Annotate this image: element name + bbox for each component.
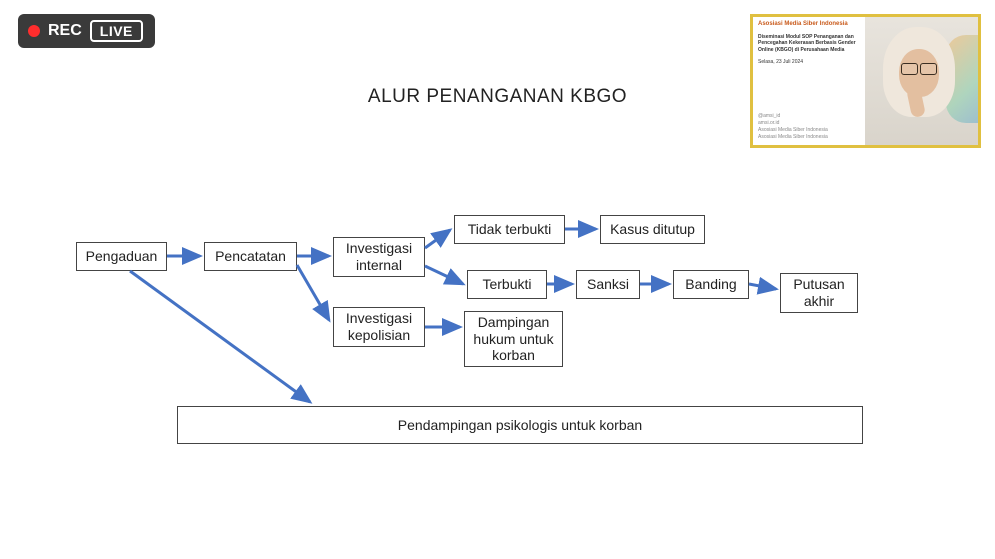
recording-indicator: REC LIVE [18,14,155,48]
glasses-icon [901,63,937,73]
poster-socials: @amsi_id amsi.or.id Asosiasi Media Siber… [758,113,828,141]
rec-label: REC [48,22,82,40]
node-sanksi: Sanksi [576,270,640,299]
node-terbukti: Terbukti [467,270,547,299]
node-pencatatan: Pencatatan [204,242,297,271]
node-pendampingan-psikologis: Pendampingan psikologis untuk korban [177,406,863,444]
arrow-n2-n4 [297,265,329,320]
social-line: Asosiasi Media Siber Indonesia [758,127,828,134]
live-label: LIVE [90,20,143,42]
node-putusan-akhir: Putusan akhir [780,273,858,313]
arrow-n3-n5 [425,230,450,248]
social-line: @amsi_id [758,113,828,120]
arrow-n3-n7 [425,266,463,284]
node-dampingan-hukum: Dampingan hukum untuk korban [464,311,563,367]
node-pengaduan: Pengaduan [76,242,167,271]
node-investigasi-kepolisian: Investigasi kepolisian [333,307,425,347]
webcam-thumbnail[interactable]: Asosiasi Media Siber Indonesia Diseminas… [750,14,981,148]
webcam-presenter [865,17,978,145]
poster-date: Selasa, 23 Juli 2024 [758,59,860,66]
social-line: Asosiasi Media Siber Indonesia [758,134,828,141]
record-dot-icon [28,25,40,37]
node-tidak-terbukti: Tidak terbukti [454,215,565,244]
node-banding: Banding [673,270,749,299]
arrow-n9-n10 [749,284,776,289]
node-kasus-ditutup: Kasus ditutup [600,215,705,244]
poster-logo: Asosiasi Media Siber Indonesia [758,21,860,28]
node-investigasi-internal: Investigasi internal [333,237,425,277]
social-line: amsi.or.id [758,120,828,127]
arrow-n1-n12 [130,271,310,402]
webcam-poster: Asosiasi Media Siber Indonesia Diseminas… [753,17,865,145]
poster-text: Diseminasi Modul SOP Penanganan dan Penc… [758,34,860,54]
